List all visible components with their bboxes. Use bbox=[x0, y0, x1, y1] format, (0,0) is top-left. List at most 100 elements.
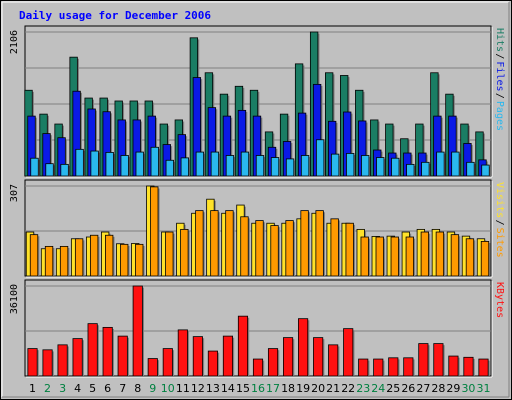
day-label: 10 bbox=[161, 382, 175, 395]
bar-pages bbox=[421, 161, 430, 177]
bar-kbytes bbox=[373, 358, 384, 377]
bar-sites bbox=[105, 234, 114, 277]
bar-sites bbox=[44, 245, 54, 277]
bar-pages bbox=[255, 155, 265, 177]
bar-sites bbox=[330, 218, 339, 277]
bar-sites bbox=[255, 220, 264, 277]
bar-pages bbox=[240, 151, 250, 177]
day-label: 28 bbox=[431, 382, 445, 395]
day-label: 5 bbox=[89, 382, 96, 395]
bar-sites bbox=[405, 236, 414, 277]
bar-kbytes bbox=[283, 337, 294, 377]
bar-kbytes bbox=[433, 343, 444, 377]
bar-kbytes bbox=[72, 338, 83, 377]
day-label: 18 bbox=[281, 382, 295, 395]
bar-pages bbox=[225, 155, 235, 177]
bar-kbytes bbox=[343, 328, 354, 377]
bar-kbytes bbox=[418, 343, 429, 377]
bar-kbytes bbox=[388, 357, 399, 377]
bar-kbytes bbox=[237, 315, 249, 377]
bar-pages bbox=[165, 159, 174, 177]
day-label: 14 bbox=[221, 382, 235, 395]
day-label: 2 bbox=[44, 382, 51, 395]
bar-sites bbox=[375, 236, 384, 277]
day-label: 21 bbox=[326, 382, 340, 395]
bar-sites bbox=[180, 228, 189, 277]
bar-pages bbox=[436, 151, 445, 177]
bar-sites bbox=[74, 238, 84, 277]
bar-sites bbox=[450, 234, 460, 277]
legend-separator: / bbox=[494, 93, 505, 99]
chart-title: Daily usage for December 2006 bbox=[19, 9, 211, 22]
legend-sites: Sites bbox=[494, 228, 505, 258]
bar-pages bbox=[270, 157, 280, 177]
bar-kbytes bbox=[267, 348, 279, 377]
bar-pages bbox=[331, 153, 340, 177]
bar-kbytes bbox=[328, 344, 339, 377]
bar-sites bbox=[165, 231, 174, 277]
day-label: 22 bbox=[341, 382, 355, 395]
bar-sites bbox=[285, 220, 294, 277]
day-label: 27 bbox=[416, 382, 430, 395]
bar-kbytes bbox=[42, 349, 53, 377]
bar-pages bbox=[300, 155, 310, 177]
bar-kbytes bbox=[403, 357, 414, 377]
day-label: 17 bbox=[266, 382, 280, 395]
bar-pages bbox=[315, 139, 325, 177]
bar-pages bbox=[195, 151, 205, 177]
bar-kbytes bbox=[313, 337, 324, 377]
day-label: 1 bbox=[29, 382, 36, 395]
day-label: 4 bbox=[74, 382, 81, 395]
day-label: 11 bbox=[176, 382, 190, 395]
y-max-label: 307 bbox=[9, 184, 20, 202]
panel-3: 36100 KBytes bbox=[9, 279, 505, 378]
bar-kbytes bbox=[102, 326, 113, 377]
bar-sites bbox=[59, 245, 69, 277]
day-label: 19 bbox=[296, 382, 310, 395]
bar-kbytes bbox=[358, 358, 369, 377]
bar-pages bbox=[180, 157, 189, 177]
day-label: 8 bbox=[134, 382, 141, 395]
bar-kbytes bbox=[463, 356, 474, 377]
day-label: 15 bbox=[236, 382, 250, 395]
bar-kbytes bbox=[162, 348, 173, 377]
bar-sites bbox=[210, 210, 219, 277]
y-max-label: 36100 bbox=[9, 284, 20, 314]
day-label: 7 bbox=[119, 382, 126, 395]
bar-sites bbox=[270, 225, 279, 277]
bar-sites bbox=[29, 234, 39, 277]
bar-sites bbox=[225, 210, 234, 277]
day-label: 20 bbox=[311, 382, 325, 395]
bar-pages bbox=[346, 153, 355, 177]
day-label: 9 bbox=[149, 382, 156, 395]
day-label: 13 bbox=[206, 382, 220, 395]
bar-sites bbox=[390, 236, 399, 277]
bar-pages bbox=[466, 161, 475, 177]
bar-sites bbox=[150, 186, 159, 277]
bar-kbytes bbox=[192, 336, 203, 377]
day-label: 29 bbox=[446, 382, 460, 395]
bar-sites bbox=[135, 243, 144, 277]
bar-pages bbox=[210, 151, 220, 177]
bar-pages bbox=[361, 155, 370, 177]
bar-pages bbox=[30, 157, 39, 177]
bar-kbytes bbox=[27, 348, 38, 377]
legend-visits: Visits bbox=[494, 182, 505, 218]
bar-kbytes bbox=[57, 344, 68, 377]
panel-2: 307 Visits / Sites bbox=[9, 179, 505, 278]
bar-pages bbox=[451, 151, 460, 177]
bar-pages bbox=[75, 148, 84, 177]
legend-hits: Hits bbox=[494, 28, 505, 52]
bar-kbytes bbox=[252, 358, 264, 377]
bar-sites bbox=[300, 210, 309, 277]
bar-sites bbox=[120, 243, 129, 277]
bar-pages bbox=[45, 163, 54, 177]
legend-separator: / bbox=[494, 220, 505, 226]
bar-sites bbox=[480, 241, 490, 277]
panel-1: 2106 Hits/Files/Pages bbox=[9, 25, 505, 178]
bar-pages bbox=[90, 150, 99, 177]
bar-kbytes bbox=[222, 335, 233, 377]
bar-kbytes bbox=[132, 285, 143, 377]
day-label: 6 bbox=[104, 382, 111, 395]
